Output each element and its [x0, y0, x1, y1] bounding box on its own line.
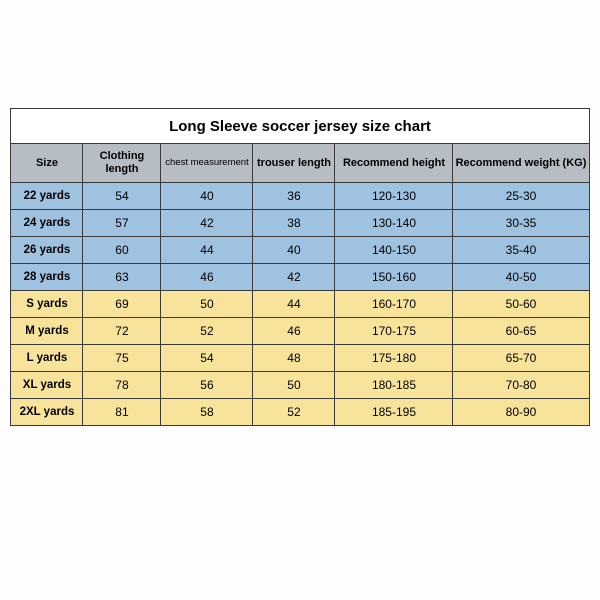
cell-value: 70-80 [453, 372, 589, 399]
cell-size: 26 yards [11, 237, 83, 264]
cell-value: 50-60 [453, 291, 589, 318]
col-trouser-length: trouser length [253, 144, 335, 183]
cell-value: 160-170 [335, 291, 453, 318]
cell-size: S yards [11, 291, 83, 318]
col-rec-weight: Recommend weight (KG) [453, 144, 589, 183]
col-chest: chest measurement [161, 144, 253, 183]
table-row: 24 yards574238130-14030-35 [11, 210, 589, 237]
cell-value: 75 [83, 345, 161, 372]
cell-value: 25-30 [453, 183, 589, 210]
cell-value: 42 [161, 210, 253, 237]
cell-value: 44 [161, 237, 253, 264]
cell-value: 35-40 [453, 237, 589, 264]
cell-value: 46 [161, 264, 253, 291]
cell-size: L yards [11, 345, 83, 372]
cell-value: 52 [161, 318, 253, 345]
cell-value: 40 [253, 237, 335, 264]
cell-value: 170-175 [335, 318, 453, 345]
size-chart-container: Long Sleeve soccer jersey size chart Siz… [0, 0, 600, 600]
cell-value: 56 [161, 372, 253, 399]
cell-value: 65-70 [453, 345, 589, 372]
table-row: S yards695044160-17050-60 [11, 291, 589, 318]
cell-value: 42 [253, 264, 335, 291]
cell-value: 140-150 [335, 237, 453, 264]
cell-value: 44 [253, 291, 335, 318]
cell-value: 150-160 [335, 264, 453, 291]
cell-value: 57 [83, 210, 161, 237]
table-row: L yards755448175-18065-70 [11, 345, 589, 372]
cell-value: 30-35 [453, 210, 589, 237]
table-header-row: Size Clothing length chest measurement t… [11, 144, 589, 183]
cell-value: 52 [253, 399, 335, 426]
table-row: 28 yards634642150-16040-50 [11, 264, 589, 291]
table-row: 22 yards544036120-13025-30 [11, 183, 589, 210]
cell-size: M yards [11, 318, 83, 345]
cell-value: 48 [253, 345, 335, 372]
col-clothing-length: Clothing length [83, 144, 161, 183]
cell-size: 24 yards [11, 210, 83, 237]
cell-value: 180-185 [335, 372, 453, 399]
cell-value: 50 [161, 291, 253, 318]
cell-value: 60-65 [453, 318, 589, 345]
cell-value: 175-180 [335, 345, 453, 372]
cell-value: 63 [83, 264, 161, 291]
cell-value: 40 [161, 183, 253, 210]
table-row: 26 yards604440140-15035-40 [11, 237, 589, 264]
size-chart-table: Long Sleeve soccer jersey size chart Siz… [10, 108, 589, 426]
col-rec-height: Recommend height [335, 144, 453, 183]
cell-value: 60 [83, 237, 161, 264]
table-row: 2XL yards815852185-19580-90 [11, 399, 589, 426]
cell-value: 81 [83, 399, 161, 426]
cell-value: 54 [83, 183, 161, 210]
cell-size: XL yards [11, 372, 83, 399]
cell-value: 185-195 [335, 399, 453, 426]
cell-value: 50 [253, 372, 335, 399]
table-title-row: Long Sleeve soccer jersey size chart [11, 109, 589, 144]
table-row: XL yards785650180-18570-80 [11, 372, 589, 399]
cell-value: 130-140 [335, 210, 453, 237]
cell-value: 120-130 [335, 183, 453, 210]
col-size: Size [11, 144, 83, 183]
cell-value: 58 [161, 399, 253, 426]
cell-size: 2XL yards [11, 399, 83, 426]
table-row: M yards725246170-17560-65 [11, 318, 589, 345]
cell-value: 40-50 [453, 264, 589, 291]
cell-value: 36 [253, 183, 335, 210]
table-body: 22 yards544036120-13025-3024 yards574238… [11, 183, 589, 426]
cell-value: 38 [253, 210, 335, 237]
cell-size: 28 yards [11, 264, 83, 291]
cell-value: 69 [83, 291, 161, 318]
cell-value: 80-90 [453, 399, 589, 426]
table-title: Long Sleeve soccer jersey size chart [11, 109, 589, 144]
cell-value: 78 [83, 372, 161, 399]
cell-size: 22 yards [11, 183, 83, 210]
cell-value: 54 [161, 345, 253, 372]
cell-value: 72 [83, 318, 161, 345]
cell-value: 46 [253, 318, 335, 345]
